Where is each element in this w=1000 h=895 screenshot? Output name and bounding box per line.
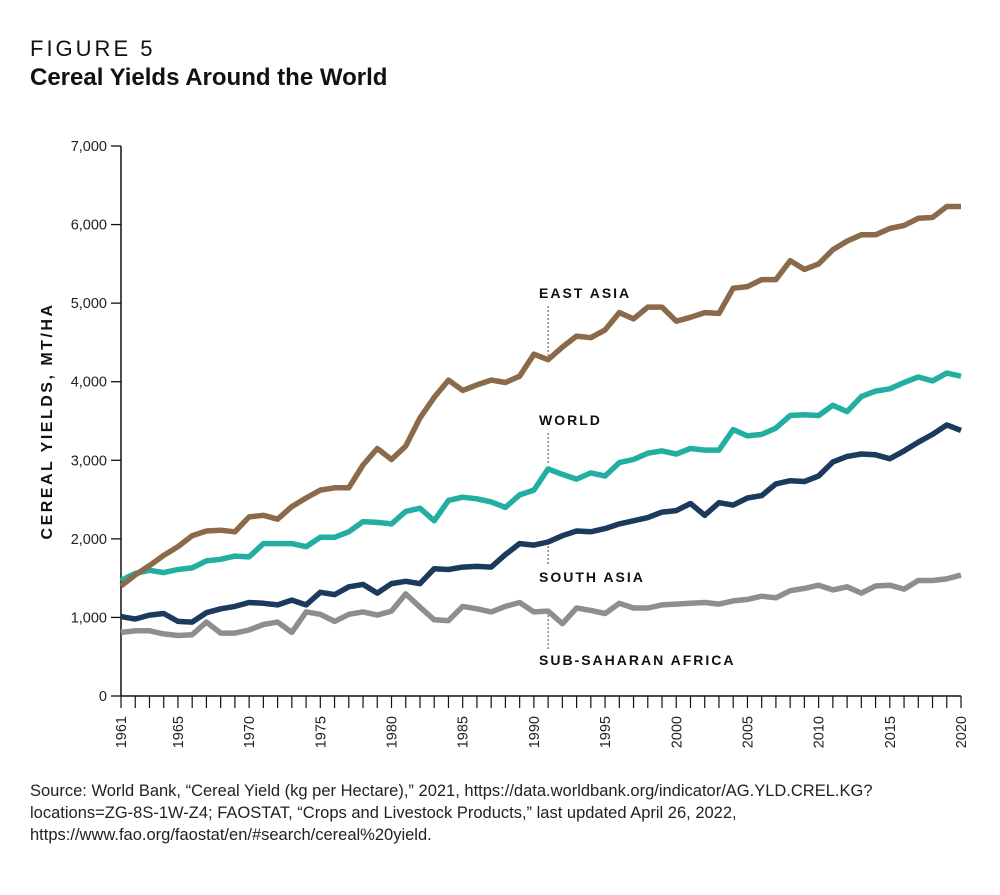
series-line-east-asia [119, 203, 961, 589]
y-tick-label: 5,000 [71, 296, 107, 312]
x-tick-label: 2000 [669, 716, 685, 748]
x-tick-label: 1961 [114, 716, 130, 748]
y-axis-label: CEREAL YIELDS, MT/HA [39, 303, 56, 540]
x-tick-label: 1995 [598, 716, 614, 748]
line-chart: 0 1,000 2,000 3,000 4,000 5,000 6,000 7,000 1961… [39, 139, 970, 748]
series-label-east-asia: EAST ASIA [539, 285, 631, 301]
series-label-south-asia: SOUTH ASIA [539, 569, 645, 585]
y-tick-label: 6,000 [71, 218, 107, 234]
y-tick-label: 2,000 [71, 532, 107, 548]
chart-series-labels: EAST ASIA WORLD SOUTH ASIA SUB-SAHARAN AFRI… [539, 285, 735, 668]
series-line-sub-saharan-africa [120, 572, 962, 639]
series-label-sub-saharan-africa: SUB-SAHARAN AFRICA [539, 652, 735, 668]
x-tick-label: 2010 [812, 716, 828, 748]
y-tick-label: 7,000 [71, 139, 107, 155]
x-tick-label: 1985 [456, 716, 472, 748]
x-tick-label: 2015 [883, 716, 899, 748]
series-line-world [119, 370, 962, 583]
x-tick-label: 1970 [242, 716, 258, 748]
figure-title: Cereal Yields Around the World [30, 64, 388, 91]
x-tick-label: 1965 [171, 716, 187, 748]
y-tick-label: 1,000 [71, 610, 107, 626]
series-line-south-asia [120, 422, 962, 625]
chart-series [119, 203, 962, 639]
y-tick-label: 0 [99, 689, 107, 705]
y-tick-label: 3,000 [71, 453, 107, 469]
x-tick-label: 2020 [954, 716, 970, 748]
x-tick-label: 1975 [313, 716, 329, 748]
x-tick-label: 2005 [740, 716, 756, 748]
y-tick-label: 4,000 [71, 375, 107, 391]
source-note: Source: World Bank, “Cereal Yield (kg pe… [30, 782, 873, 844]
figure-label: FIGURE 5 [30, 36, 156, 61]
series-label-world: WORLD [539, 412, 602, 428]
chart-axes: 0 1,000 2,000 3,000 4,000 5,000 6,000 7,000 1961… [71, 139, 970, 748]
x-tick-label: 1990 [527, 716, 543, 748]
x-tick-label: 1980 [385, 716, 401, 748]
